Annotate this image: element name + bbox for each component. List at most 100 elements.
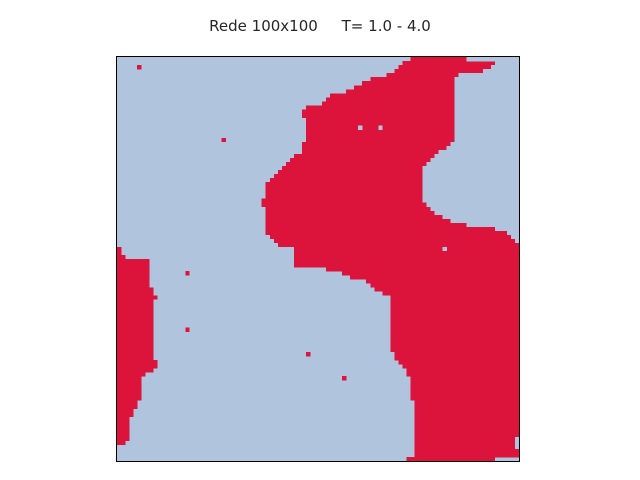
spin-up-run bbox=[117, 360, 158, 365]
spin-up-run bbox=[117, 440, 126, 446]
spin-down-run bbox=[514, 238, 520, 244]
spin-up-run bbox=[117, 412, 134, 417]
spin-up-run bbox=[117, 307, 154, 312]
spin-up-run bbox=[117, 327, 154, 333]
spin-up-run bbox=[414, 416, 520, 421]
spin-up-run bbox=[293, 254, 520, 260]
spin-up-run bbox=[390, 307, 520, 312]
spin-up-run bbox=[293, 153, 435, 159]
spin-up-run bbox=[117, 259, 150, 264]
spin-up-run bbox=[362, 81, 455, 86]
spin-up-run bbox=[406, 372, 520, 377]
spin-up-run bbox=[289, 158, 431, 163]
spin-down-run bbox=[454, 105, 520, 110]
spin-up-run bbox=[265, 230, 508, 236]
spin-down-run bbox=[514, 436, 520, 442]
spin-down-run bbox=[426, 162, 520, 167]
spin-up-run bbox=[117, 432, 130, 438]
spin-up-run bbox=[414, 424, 520, 429]
spin-down-run bbox=[446, 145, 520, 151]
spin-up-run bbox=[398, 65, 492, 70]
spin-up-run bbox=[117, 404, 138, 409]
spin-up-run bbox=[402, 364, 520, 369]
spin-up-run bbox=[390, 311, 520, 316]
spin-up-run bbox=[117, 420, 130, 425]
spin-down-run bbox=[454, 109, 520, 114]
spin-down-run bbox=[422, 190, 520, 195]
spin-down-run bbox=[494, 226, 516, 232]
spin-down-run bbox=[426, 202, 520, 207]
spin-down-run bbox=[454, 117, 520, 122]
spin-up-run bbox=[301, 141, 451, 147]
spin-up-run bbox=[265, 206, 431, 211]
spin-down-run bbox=[430, 206, 520, 211]
spin-up-run bbox=[414, 436, 520, 442]
spin-up-cell bbox=[342, 376, 347, 381]
spin-down-run bbox=[490, 65, 520, 70]
spin-up-run bbox=[117, 250, 122, 256]
spin-up-run bbox=[265, 226, 496, 232]
spin-up-run bbox=[326, 97, 455, 102]
spin-up-run bbox=[117, 246, 122, 252]
spin-down-cell bbox=[378, 125, 383, 131]
spin-up-run bbox=[117, 392, 142, 397]
spin-down-run bbox=[422, 198, 520, 203]
spin-down-run bbox=[422, 170, 520, 175]
spin-down-run bbox=[454, 97, 520, 102]
spin-up-run bbox=[330, 93, 455, 98]
spin-up-run bbox=[390, 319, 520, 324]
spin-up-run bbox=[394, 69, 484, 74]
spin-up-run bbox=[406, 368, 520, 373]
spin-up-run bbox=[293, 246, 520, 252]
spin-up-run bbox=[293, 259, 520, 264]
spin-up-run bbox=[265, 214, 443, 219]
spin-down-run bbox=[482, 69, 520, 74]
spin-down-run bbox=[458, 73, 520, 78]
spin-up-run bbox=[117, 376, 142, 381]
spin-down-run bbox=[466, 57, 520, 62]
spin-down-run bbox=[510, 234, 520, 240]
spin-up-run bbox=[285, 162, 427, 167]
spin-up-run bbox=[410, 392, 520, 397]
spin-up-run bbox=[117, 279, 150, 284]
spin-up-run bbox=[117, 335, 154, 341]
spin-up-run bbox=[414, 452, 520, 458]
spin-up-run bbox=[394, 351, 520, 357]
spin-up-run bbox=[322, 101, 455, 106]
spin-up-run bbox=[398, 360, 520, 365]
spin-up-run bbox=[305, 117, 455, 122]
spin-up-run bbox=[265, 186, 423, 191]
spin-up-run bbox=[390, 347, 520, 353]
spin-up-run bbox=[414, 404, 520, 409]
spin-down-run bbox=[454, 77, 520, 82]
spin-up-run bbox=[414, 444, 520, 450]
spin-up-run bbox=[390, 343, 520, 349]
spin-up-run bbox=[410, 376, 520, 381]
spin-up-run bbox=[374, 287, 520, 292]
spin-up-run bbox=[346, 89, 455, 94]
spin-down-cell bbox=[358, 125, 363, 131]
spin-up-run bbox=[277, 242, 520, 248]
spin-up-run bbox=[117, 295, 158, 300]
spin-up-run bbox=[265, 218, 451, 223]
spin-up-run bbox=[414, 428, 520, 434]
spin-down-run bbox=[454, 121, 520, 126]
spin-down-run bbox=[430, 158, 520, 163]
spin-up-run bbox=[390, 323, 520, 328]
spin-up-run bbox=[350, 275, 520, 280]
spin-up-run bbox=[305, 137, 455, 143]
spin-up-run bbox=[117, 416, 130, 421]
spin-up-run bbox=[305, 121, 455, 126]
spin-up-run bbox=[117, 347, 154, 353]
spin-down-run bbox=[514, 444, 520, 450]
spin-down-run bbox=[454, 85, 520, 90]
spin-up-run bbox=[265, 222, 468, 227]
spin-up-run bbox=[410, 384, 520, 389]
spin-up-run bbox=[117, 319, 154, 324]
spin-down-run bbox=[454, 113, 520, 118]
spin-up-run bbox=[117, 424, 130, 429]
spin-up-run bbox=[117, 299, 154, 304]
spin-up-run bbox=[117, 331, 154, 337]
spin-up-run bbox=[390, 303, 520, 308]
spin-up-run bbox=[414, 408, 520, 413]
